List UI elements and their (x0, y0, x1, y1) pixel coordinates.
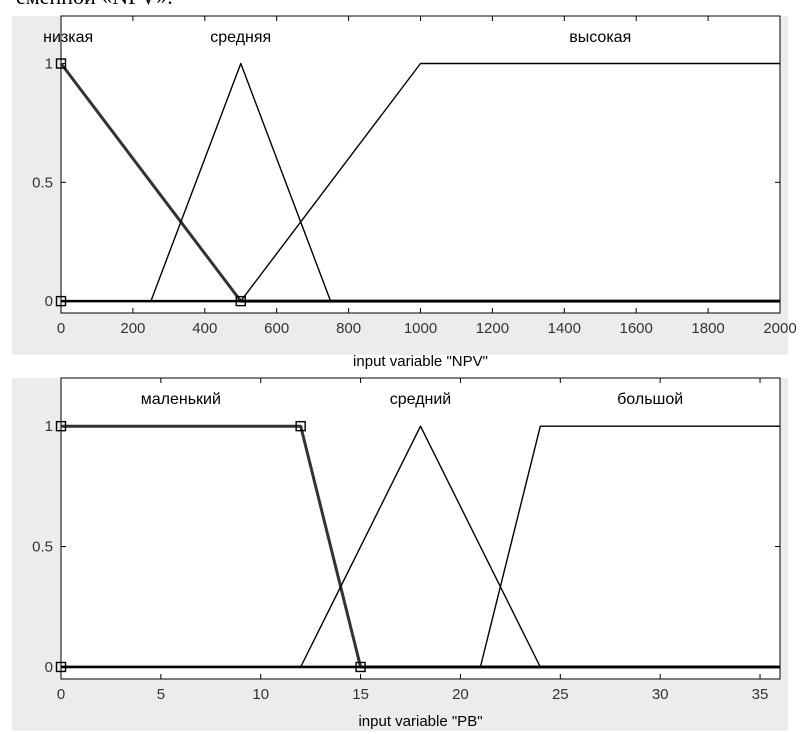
vertex-marker (55, 420, 67, 432)
plot-area (60, 377, 781, 680)
y-tick-label: 0 (45, 293, 53, 310)
x-tick-label: 200 (120, 320, 145, 337)
x-tick-label: 15 (352, 686, 369, 703)
x-tick-label: 1000 (404, 320, 437, 337)
x-tick-label: 2000 (763, 320, 796, 337)
x-tick-label: 0 (57, 320, 65, 337)
y-tick-label: 1 (45, 418, 53, 435)
vertex-marker (55, 661, 67, 673)
y-tick-label: 0 (45, 659, 53, 676)
page-text-fragment: еменной «NPV». (16, 0, 173, 10)
x-tick-label: 5 (157, 686, 165, 703)
x-tick-label: 20 (452, 686, 469, 703)
x-tick-label: 35 (752, 686, 769, 703)
x-tick-label: 400 (192, 320, 217, 337)
series-label-3: высокая (569, 29, 631, 46)
series-label-1: маленький (141, 391, 221, 408)
vertex-marker (55, 58, 67, 69)
x-axis-label: input variable "NPV" (353, 353, 488, 370)
series-label-2: средняя (210, 29, 271, 46)
chart-1: 0 200 400 600 800 1000 1200 1400 1600 1800 2000 0 0.… (12, 15, 797, 370)
vertex-marker (55, 295, 67, 307)
chart-2: 0 5 10 15 20 25 30 35 0 0.5 1 input variable "PB" ма… (12, 377, 788, 731)
x-tick-label: 0 (57, 686, 65, 703)
x-tick-label: 10 (252, 686, 269, 703)
y-tick-label: 0.5 (32, 539, 53, 556)
x-tick-label: 30 (652, 686, 669, 703)
x-tick-label: 1800 (691, 320, 724, 337)
plot-area (60, 15, 781, 314)
series-label-3: большой (617, 391, 683, 408)
y-tick-label: 0.5 (32, 174, 53, 191)
y-tick-label: 1 (45, 56, 53, 73)
x-tick-label: 800 (336, 320, 361, 337)
x-tick-label: 25 (552, 686, 569, 703)
x-tick-label: 600 (264, 320, 289, 337)
x-tick-label: 1400 (548, 320, 581, 337)
vertex-marker (355, 661, 366, 673)
x-tick-label: 1200 (476, 320, 509, 337)
x-axis-label: input variable "PB" (358, 713, 482, 730)
x-tick-label: 1600 (620, 320, 653, 337)
series-label-1: низкая (43, 29, 93, 46)
vertex-marker (295, 420, 306, 432)
vertex-marker (235, 295, 246, 307)
series-label-2: средний (390, 391, 452, 408)
